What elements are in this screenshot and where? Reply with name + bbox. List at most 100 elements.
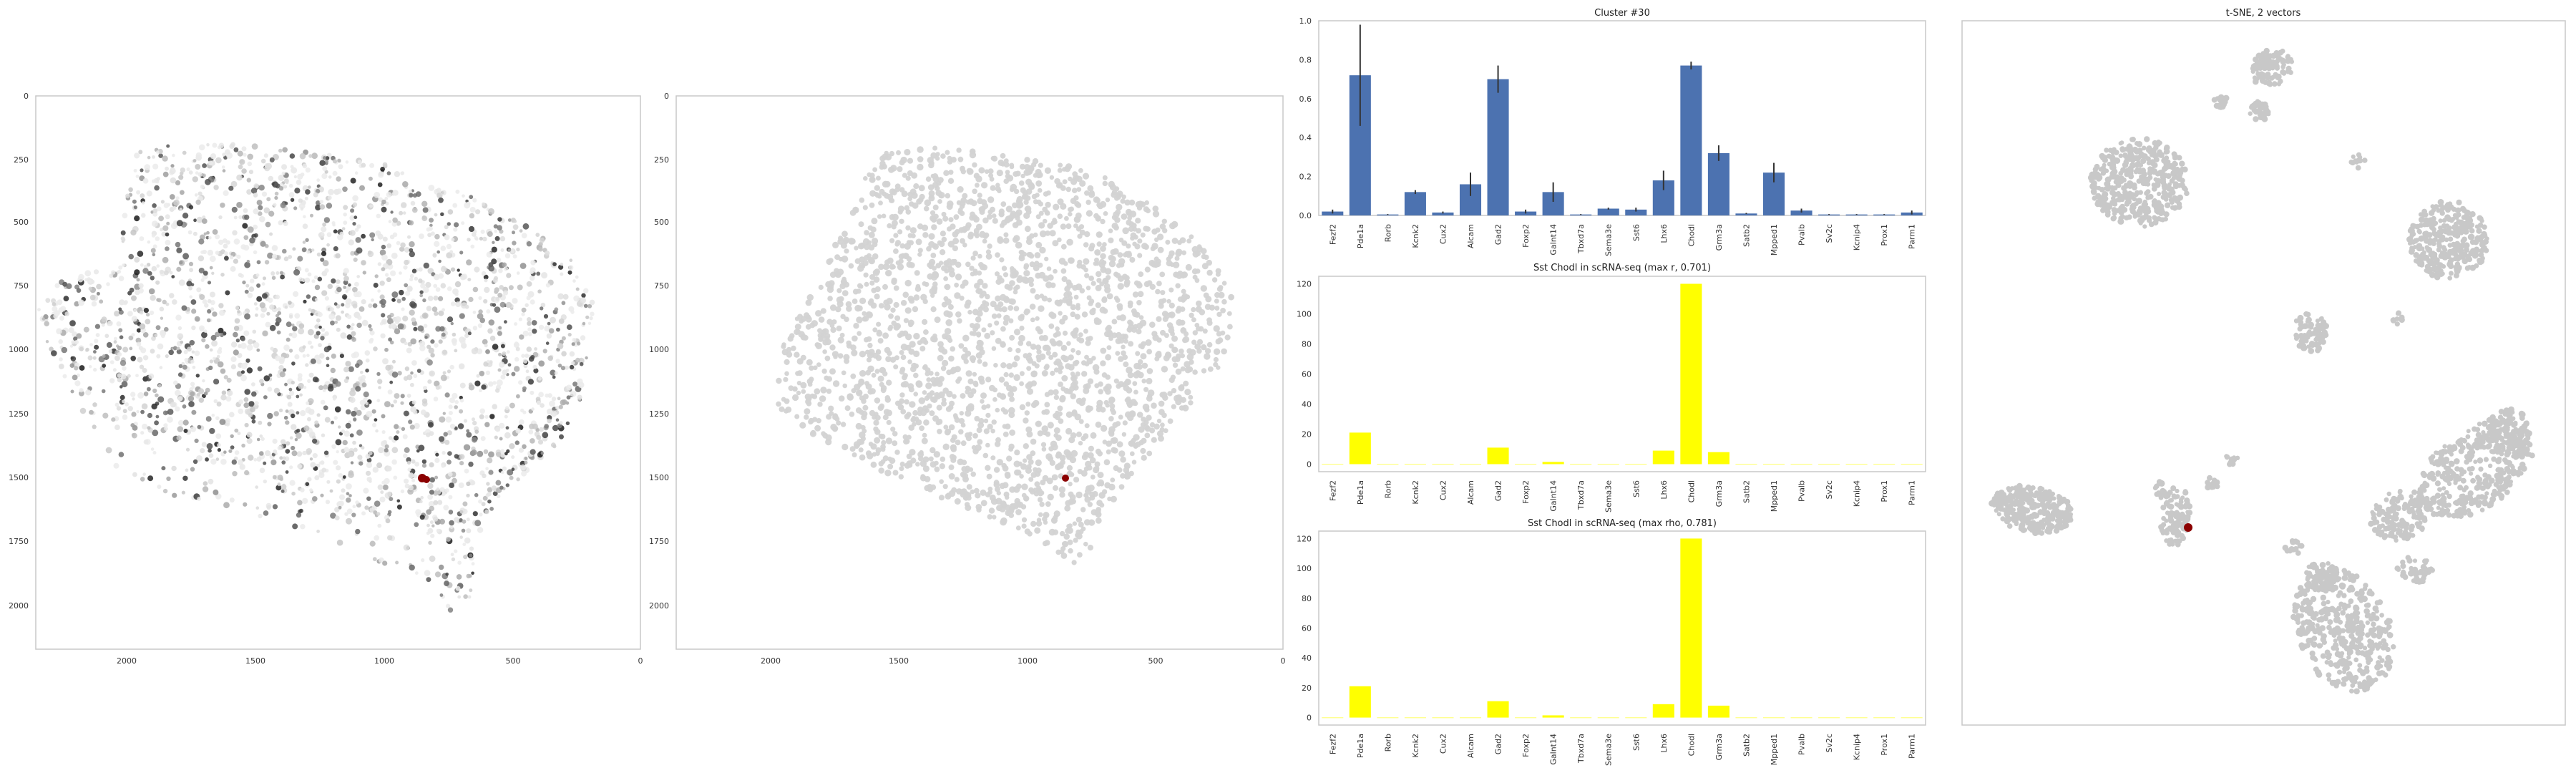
cell-point <box>262 293 268 299</box>
cell-point <box>381 414 386 419</box>
cell-point <box>101 323 105 327</box>
cell-point <box>960 167 965 172</box>
cell-point <box>338 425 341 429</box>
cell-point <box>324 296 329 301</box>
cell-point <box>1021 523 1027 529</box>
cell-point <box>1013 355 1020 361</box>
cell-point <box>472 511 478 517</box>
cell-point <box>841 230 848 238</box>
cell-point <box>1021 517 1028 522</box>
cell-point <box>336 279 341 284</box>
cell-point <box>1213 348 1221 355</box>
cell-point <box>85 389 92 396</box>
cell-point <box>385 518 391 524</box>
cell-point <box>219 419 226 425</box>
cell-point <box>948 355 955 362</box>
cell-point <box>118 307 122 311</box>
cell-point <box>474 429 479 434</box>
cell-point <box>366 496 371 501</box>
cell-point <box>1047 422 1054 429</box>
cell-point <box>474 492 479 497</box>
cell-point <box>818 316 825 323</box>
cell-point <box>940 366 947 371</box>
cell-point <box>316 331 321 336</box>
cell-point <box>499 235 506 242</box>
cell-point <box>477 527 484 533</box>
cell-point <box>253 183 259 189</box>
cell-point <box>1074 313 1080 320</box>
cell-point <box>1033 172 1038 178</box>
cell-point <box>342 186 348 193</box>
cell-point <box>1143 386 1149 392</box>
cell-point <box>132 432 137 439</box>
cell-point <box>269 157 275 162</box>
cell-point <box>322 166 328 172</box>
cell-point <box>1035 180 1043 187</box>
cell-point <box>514 366 520 372</box>
cell-point <box>557 293 564 300</box>
cell-point <box>1170 374 1176 380</box>
cell-point <box>231 206 238 213</box>
cell-point <box>878 467 884 474</box>
cell-point <box>497 293 502 298</box>
cell-point <box>988 172 994 178</box>
cell-point <box>985 404 991 409</box>
cell-point <box>519 263 527 269</box>
cell-point <box>787 336 794 342</box>
cell-point <box>437 500 443 505</box>
cell-point <box>37 308 41 311</box>
cell-point <box>1129 451 1135 457</box>
cell-point <box>484 422 490 427</box>
cell-point <box>482 236 487 242</box>
cell-point <box>244 214 250 220</box>
cell-point <box>455 189 460 194</box>
cell-point <box>187 346 192 352</box>
cell-point <box>1096 271 1102 278</box>
cell-point <box>454 349 458 353</box>
cell-point <box>246 367 253 374</box>
cell-point <box>1169 262 1175 267</box>
cell-point <box>852 452 857 457</box>
cell-point <box>919 460 927 467</box>
cell-point <box>930 253 937 258</box>
cell-point <box>374 535 380 541</box>
cell-point <box>308 154 313 158</box>
cell-point <box>913 372 919 379</box>
cell-point <box>859 197 865 203</box>
cell-point <box>162 171 169 178</box>
cell-point <box>1058 411 1063 417</box>
cell-point <box>256 296 263 302</box>
cell-point <box>940 230 946 237</box>
cell-point <box>343 268 349 274</box>
cell-point <box>979 230 986 238</box>
cell-point <box>440 283 447 289</box>
cell-point <box>263 153 268 158</box>
cell-point <box>327 195 332 200</box>
cell-point <box>512 254 517 259</box>
cell-point <box>556 327 560 332</box>
cell-point <box>113 340 117 344</box>
cell-point <box>948 217 954 223</box>
cell-point <box>238 273 243 278</box>
cell-point <box>323 405 328 411</box>
cell-point <box>346 286 351 291</box>
cell-point <box>140 311 144 315</box>
cell-point <box>137 251 144 257</box>
cell-point <box>1156 337 1162 343</box>
cell-point <box>223 190 229 196</box>
cell-point <box>91 301 97 307</box>
cell-point <box>216 402 222 407</box>
cell-point <box>74 366 79 371</box>
cell-point <box>522 359 528 364</box>
cell-point <box>457 560 462 565</box>
cell-point <box>1083 541 1088 547</box>
cell-point <box>240 374 247 381</box>
cell-point <box>447 460 452 465</box>
cell-point <box>215 457 220 461</box>
cell-point <box>122 263 125 267</box>
cell-point <box>829 344 836 351</box>
cell-point <box>1043 520 1048 525</box>
cell-point <box>208 160 213 166</box>
cell-point <box>241 168 247 174</box>
cell-point <box>965 410 972 417</box>
